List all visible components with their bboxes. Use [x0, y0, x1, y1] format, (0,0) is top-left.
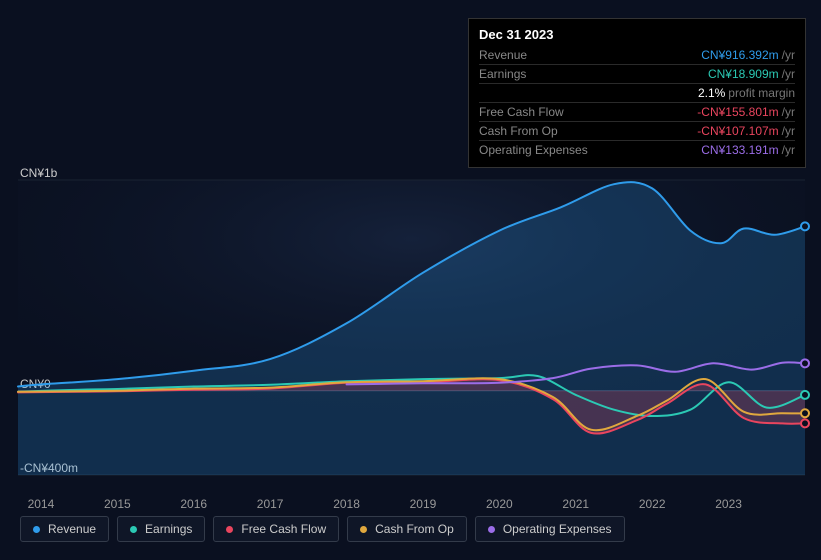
x-axis-label: 2020: [486, 497, 513, 511]
x-axis-label: 2017: [257, 497, 284, 511]
x-axis-label: 2022: [639, 497, 666, 511]
legend-dot-icon: [130, 526, 137, 533]
tooltip-row: Revenue CN¥916.392m/yr: [479, 46, 795, 64]
legend-dot-icon: [33, 526, 40, 533]
tooltip-row-value: CN¥18.909m/yr: [708, 67, 795, 81]
tooltip-row: Cash From Op -CN¥107.107m/yr: [479, 121, 795, 140]
chart-tooltip: Dec 31 2023 Revenue CN¥916.392m/yr Earning…: [468, 18, 806, 168]
legend-dot-icon: [360, 526, 367, 533]
tooltip-row-label: Operating Expenses: [479, 143, 588, 157]
tooltip-row: Earnings CN¥18.909m/yr: [479, 64, 795, 83]
tooltip-row: Free Cash Flow -CN¥155.801m/yr: [479, 102, 795, 121]
tooltip-row: Operating Expenses CN¥133.191m/yr: [479, 140, 795, 159]
tooltip-row: 2.1%profit margin: [479, 83, 795, 102]
y-axis-label: CN¥1b: [20, 166, 57, 180]
legend-item-operating-expenses[interactable]: Operating Expenses: [475, 516, 625, 542]
tooltip-row-label: Cash From Op: [479, 124, 558, 138]
legend-label: Operating Expenses: [503, 522, 612, 536]
legend-dot-icon: [488, 526, 495, 533]
tooltip-row-value: 2.1%profit margin: [698, 86, 795, 100]
x-axis-label: 2019: [410, 497, 437, 511]
x-axis-label: 2018: [333, 497, 360, 511]
tooltip-row-value: -CN¥107.107m/yr: [697, 124, 795, 138]
tooltip-row-value: -CN¥155.801m/yr: [697, 105, 795, 119]
x-axis-label: 2023: [715, 497, 742, 511]
x-axis-label: 2015: [104, 497, 131, 511]
x-axis-label: 2014: [28, 497, 55, 511]
financial-chart: CN¥1bCN¥0-CN¥400m 2014201520162017201820…: [0, 155, 821, 525]
legend-item-revenue[interactable]: Revenue: [20, 516, 109, 542]
tooltip-row-value: CN¥916.392m/yr: [701, 48, 795, 62]
tooltip-row-label: Free Cash Flow: [479, 105, 564, 119]
x-axis-label: 2021: [562, 497, 589, 511]
legend-item-cash-from-op[interactable]: Cash From Op: [347, 516, 467, 542]
plot-area[interactable]: [18, 180, 805, 475]
legend-dot-icon: [226, 526, 233, 533]
tooltip-row-label: Revenue: [479, 48, 527, 62]
chart-legend: Revenue Earnings Free Cash Flow Cash From O…: [20, 516, 625, 542]
x-axis-label: 2016: [180, 497, 207, 511]
legend-label: Earnings: [145, 522, 192, 536]
tooltip-date: Dec 31 2023: [479, 27, 795, 42]
tooltip-row-value: CN¥133.191m/yr: [701, 143, 795, 157]
legend-item-free-cash-flow[interactable]: Free Cash Flow: [213, 516, 339, 542]
legend-item-earnings[interactable]: Earnings: [117, 516, 205, 542]
legend-label: Revenue: [48, 522, 96, 536]
tooltip-row-label: Earnings: [479, 67, 526, 81]
legend-label: Free Cash Flow: [241, 522, 326, 536]
legend-label: Cash From Op: [375, 522, 454, 536]
